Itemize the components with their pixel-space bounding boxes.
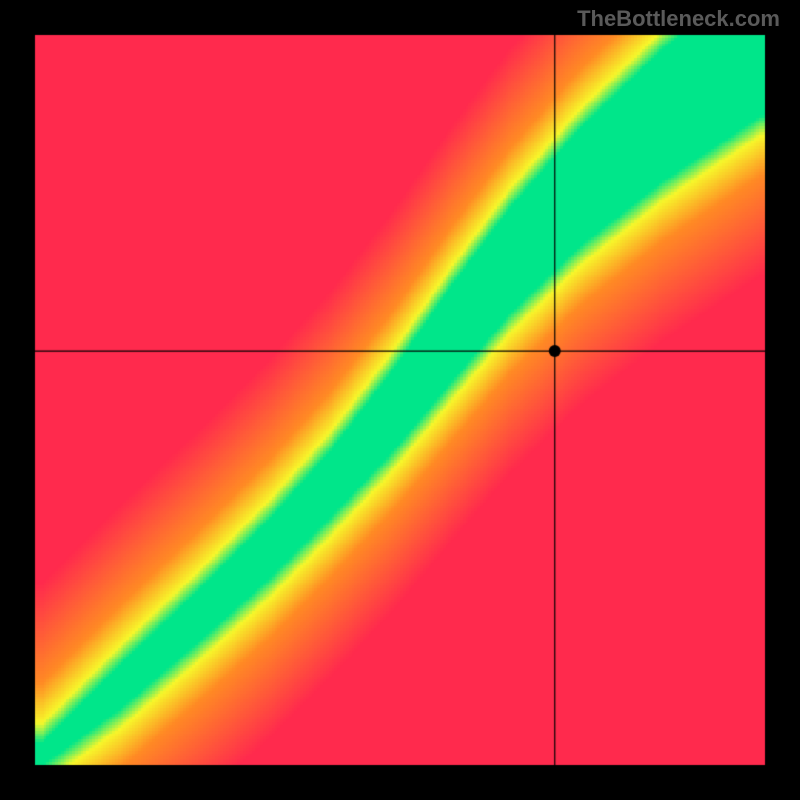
chart-container [0, 0, 800, 800]
bottleneck-heatmap [0, 0, 800, 800]
watermark-text: TheBottleneck.com [577, 6, 780, 32]
